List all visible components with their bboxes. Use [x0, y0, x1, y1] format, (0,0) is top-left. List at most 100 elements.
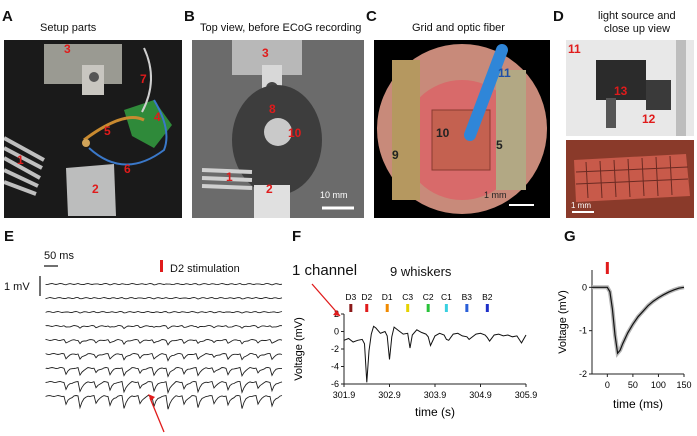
f-stim-marker	[349, 304, 353, 312]
e-trace	[45, 338, 283, 346]
e-legend: D2 stimulation	[170, 263, 240, 275]
f-ylabel: Voltage (mV)	[293, 317, 305, 381]
g-xtick-label: 50	[628, 380, 638, 390]
f-stim-label: D2	[361, 292, 372, 302]
f-series-line	[343, 325, 527, 383]
f-stim-label: B2	[482, 292, 493, 302]
e-trace	[45, 297, 283, 300]
f-ytick-label: -2	[331, 344, 339, 354]
panel-b-caption: Top view, before ECoG recording	[200, 22, 362, 34]
e-trace	[45, 283, 283, 286]
f-ytick-label: -6	[331, 379, 339, 389]
label-b-3: 3	[262, 46, 269, 60]
panel-d-caption-2: close up view	[604, 23, 671, 35]
grid-fiber-photo: 11 10 9 5 1 mm	[374, 40, 550, 218]
panel-letter-c: C	[366, 8, 377, 25]
e-trace	[45, 325, 283, 330]
average-response-chart: 0 -1 -2 0 50 100 150 Voltage (mV) time (ms)	[557, 262, 692, 411]
f-xlabel: time (s)	[415, 405, 455, 419]
light-source-photo: 11 13 12	[566, 40, 694, 136]
g-xtick-label: 0	[605, 380, 610, 390]
e-arrow-head	[148, 394, 155, 401]
ecog-traces	[39, 260, 283, 433]
f-title-right: 9 whiskers	[390, 264, 452, 279]
panel-letter-d: D	[553, 8, 564, 25]
e-trace	[45, 380, 283, 395]
g-ytick-label: 0	[582, 282, 587, 292]
scale-d: 1 mm	[571, 201, 591, 210]
f-stim-label: D1	[382, 292, 393, 302]
f-stim-marker	[444, 304, 448, 312]
f-stim-marker	[426, 304, 430, 312]
f-stim-label: C2	[423, 292, 434, 302]
f-stim-marker	[365, 304, 369, 312]
panel-letter-b: B	[184, 8, 195, 25]
label-a-1: 3	[64, 42, 71, 56]
label-c-9: 9	[392, 148, 399, 162]
e-volt-scale: 1 mV	[4, 281, 30, 293]
setup-parts-photo: 1 2 3 4 5 6 7	[4, 40, 182, 218]
g-ytick-label: -1	[579, 326, 587, 336]
label-a-4: 4	[154, 110, 161, 124]
e-red-arrow	[149, 397, 165, 433]
label-a-2: 2	[92, 182, 99, 196]
f-xtick-label: 305.9	[515, 390, 538, 400]
f-stim-marker	[385, 304, 389, 312]
label-c-11: 11	[498, 66, 511, 80]
panel-c-caption: Grid and optic fiber	[412, 22, 505, 34]
label-a-5: 5	[104, 124, 111, 138]
label-c-5: 5	[496, 138, 503, 152]
f-ytick-label: 0	[334, 327, 339, 337]
f-xtick-label: 304.9	[469, 390, 492, 400]
label-d-12: 12	[642, 112, 656, 126]
f-red-arrow	[311, 283, 341, 317]
panel-letter-g: G	[564, 228, 576, 245]
g-xlabel: time (ms)	[613, 397, 663, 411]
f-stim-label: C3	[402, 292, 413, 302]
label-c-10: 10	[436, 126, 450, 140]
f-stim-label: D3	[345, 292, 356, 302]
f-stim-marker	[465, 304, 469, 312]
f-ytick-label: -4	[331, 362, 339, 372]
label-a-7: 7	[140, 72, 147, 86]
label-b-2: 2	[266, 182, 273, 196]
panel-letter-a: A	[2, 8, 13, 25]
e-trace	[45, 352, 283, 362]
panel-letter-e: E	[4, 228, 15, 245]
f-stim-label: C1	[441, 292, 452, 302]
f-stim-marker	[406, 304, 410, 312]
top-view-photo: 3 8 10 1 2 10 mm	[192, 40, 364, 218]
panel-letter-f: F	[292, 228, 302, 245]
e-trace	[45, 366, 282, 378]
label-b-1: 1	[226, 170, 233, 184]
g-ytick-label: -2	[579, 369, 587, 379]
panel-d-caption-1: light source and	[598, 10, 676, 22]
label-d-13: 13	[614, 84, 628, 98]
whisker-response-chart: -6-4-202301.9302.9303.9304.9305.9D3D2D1C…	[293, 283, 538, 419]
e-trace	[45, 311, 283, 314]
f-stim-marker	[485, 304, 489, 312]
g-mean-line	[592, 286, 685, 355]
scale-b: 10 mm	[320, 190, 348, 200]
label-a-3: 1	[17, 153, 24, 167]
f-arrow-head	[333, 310, 340, 316]
label-b-10: 10	[288, 126, 302, 140]
closeup-grid-photo: 1 mm	[566, 140, 694, 218]
label-a-6: 6	[124, 162, 131, 176]
e-legend-marker	[160, 260, 163, 272]
f-xtick-label: 303.9	[424, 390, 447, 400]
f-stim-label: B3	[462, 292, 473, 302]
e-trace	[45, 394, 283, 410]
g-stim-marker	[605, 262, 609, 274]
e-time-scale: 50 ms	[44, 250, 74, 262]
g-xtick-label: 100	[651, 380, 666, 390]
f-xtick-label: 301.9	[333, 390, 356, 400]
g-ylabel: Voltage (mV)	[557, 290, 569, 354]
label-b-8: 8	[269, 102, 276, 116]
g-error-band	[592, 285, 685, 358]
label-d-11: 11	[568, 42, 581, 56]
f-xtick-label: 302.9	[378, 390, 401, 400]
panel-a-caption: Setup parts	[40, 22, 97, 34]
g-xtick-label: 150	[676, 380, 691, 390]
scale-c: 1 mm	[484, 190, 507, 200]
